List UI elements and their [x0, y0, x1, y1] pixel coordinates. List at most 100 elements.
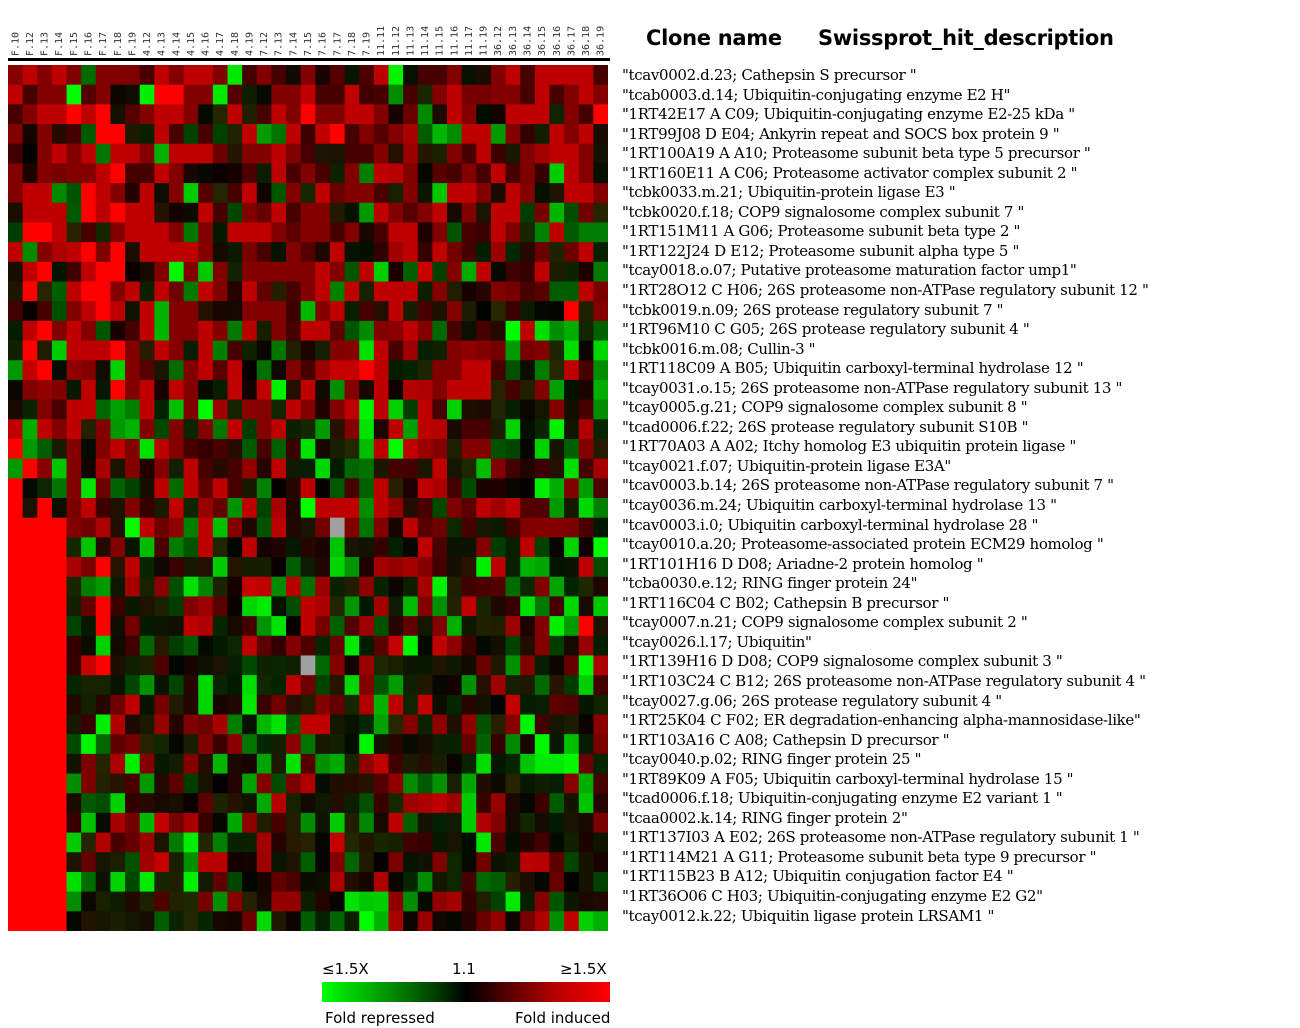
heatmap-cell — [242, 635, 258, 657]
heatmap-cell — [183, 773, 199, 794]
heatmap-cell — [593, 379, 608, 401]
heatmap-cell — [534, 537, 551, 558]
heatmap-cell — [359, 891, 375, 912]
heatmap-cell — [432, 143, 448, 165]
heatmap-cell — [95, 537, 112, 558]
heatmap-cell — [505, 832, 521, 853]
heatmap-cell — [139, 616, 155, 637]
heatmap-cell — [490, 360, 507, 381]
heatmap-cell — [154, 124, 170, 145]
heatmap-cell — [212, 458, 229, 479]
heatmap-cell — [227, 517, 243, 538]
heatmap-cell — [593, 104, 608, 125]
heatmap-cell — [564, 261, 580, 283]
heatmap-cell — [359, 65, 375, 86]
heatmap-cell — [329, 812, 346, 834]
heatmap-cell — [359, 655, 375, 676]
heatmap-cell — [256, 320, 273, 342]
heatmap-cell — [51, 104, 68, 125]
heatmap-cell — [286, 399, 302, 420]
heatmap-cell — [520, 694, 536, 716]
heatmap-cell — [95, 84, 112, 105]
heatmap-cell — [300, 517, 316, 538]
heatmap-cell — [110, 537, 126, 558]
heatmap-cell — [344, 143, 360, 165]
heatmap-cell — [578, 261, 594, 283]
gene-row: "tcay0027.g.06; 26S protease regulatory … — [622, 691, 1002, 710]
heatmap-cell — [125, 419, 141, 440]
heatmap-cell — [461, 557, 477, 578]
heatmap-cell — [168, 438, 185, 460]
heatmap-cell — [505, 635, 521, 657]
heatmap-cell — [95, 852, 112, 873]
heatmap-cell — [212, 84, 229, 105]
column-label: F.15 — [69, 32, 80, 56]
heatmap-cell — [212, 478, 229, 499]
heatmap-cell — [139, 163, 155, 184]
heatmap-cell — [198, 793, 214, 814]
heatmap-cell — [198, 124, 214, 145]
heatmap-cell — [212, 596, 229, 617]
heatmap-cell — [373, 301, 390, 322]
heatmap-cell — [315, 242, 331, 263]
heatmap-cell — [490, 143, 507, 165]
heatmap-cell — [476, 734, 492, 755]
heatmap-cell — [549, 596, 565, 617]
heatmap-cell — [154, 478, 170, 499]
heatmap-cell — [95, 675, 112, 696]
heatmap-cell — [476, 852, 492, 873]
heatmap-cell — [403, 694, 419, 716]
heatmap-cell — [139, 340, 155, 361]
heatmap-cell — [22, 222, 38, 243]
heatmap-cell — [110, 104, 126, 125]
heatmap-cell — [125, 202, 141, 224]
heatmap-cell — [242, 832, 258, 853]
heatmap-cell — [534, 793, 551, 814]
gene-row: "1RT114M21 A G11; Proteasome subunit bet… — [622, 847, 1097, 866]
heatmap-cell — [168, 714, 185, 735]
heatmap-cell — [37, 576, 53, 598]
heatmap-cell — [154, 340, 170, 361]
heatmap-cell — [476, 340, 492, 361]
heatmap-cell — [168, 891, 185, 912]
gene-row: "tcad0006.f.22; 26S protease regulatory … — [622, 417, 1029, 436]
heatmap-cell — [256, 576, 273, 598]
heatmap-cell — [227, 222, 243, 243]
heatmap-cell — [242, 399, 258, 420]
heatmap-cell — [359, 596, 375, 617]
heatmap-cell — [359, 399, 375, 420]
heatmap-cell — [344, 616, 360, 637]
heatmap-cell — [95, 635, 112, 657]
heatmap-cell — [359, 222, 375, 243]
heatmap-cell — [593, 281, 608, 302]
heatmap-cell — [329, 340, 346, 361]
heatmap-cell — [549, 812, 565, 834]
heatmap-cell — [66, 675, 82, 696]
heatmap-cell — [403, 222, 419, 243]
heatmap-cell — [490, 379, 507, 401]
heatmap-cell — [300, 675, 316, 696]
heatmap-cell — [66, 616, 82, 637]
heatmap-cell — [329, 871, 346, 893]
heatmap-cell — [315, 281, 331, 302]
heatmap-cell — [286, 65, 302, 86]
heatmap-cell — [183, 911, 199, 931]
heatmap-cell — [212, 419, 229, 440]
heatmap-cell — [22, 576, 38, 598]
heatmap-cell — [388, 852, 404, 873]
heatmap-cell — [373, 832, 390, 853]
heatmap-cell — [388, 773, 404, 794]
heatmap-cell — [95, 458, 112, 479]
heatmap-cell — [490, 832, 507, 853]
column-label: 11.11 — [376, 26, 387, 56]
heatmap-cell — [359, 360, 375, 381]
heatmap-cell — [139, 557, 155, 578]
heatmap-cell — [578, 360, 594, 381]
heatmap-cell — [505, 517, 521, 538]
heatmap-cell — [95, 222, 112, 243]
heatmap-cell — [329, 379, 346, 401]
heatmap-cell — [388, 616, 404, 637]
heatmap-cell — [593, 635, 608, 657]
heatmap-cell — [66, 281, 82, 302]
heatmap-cell — [578, 84, 594, 105]
